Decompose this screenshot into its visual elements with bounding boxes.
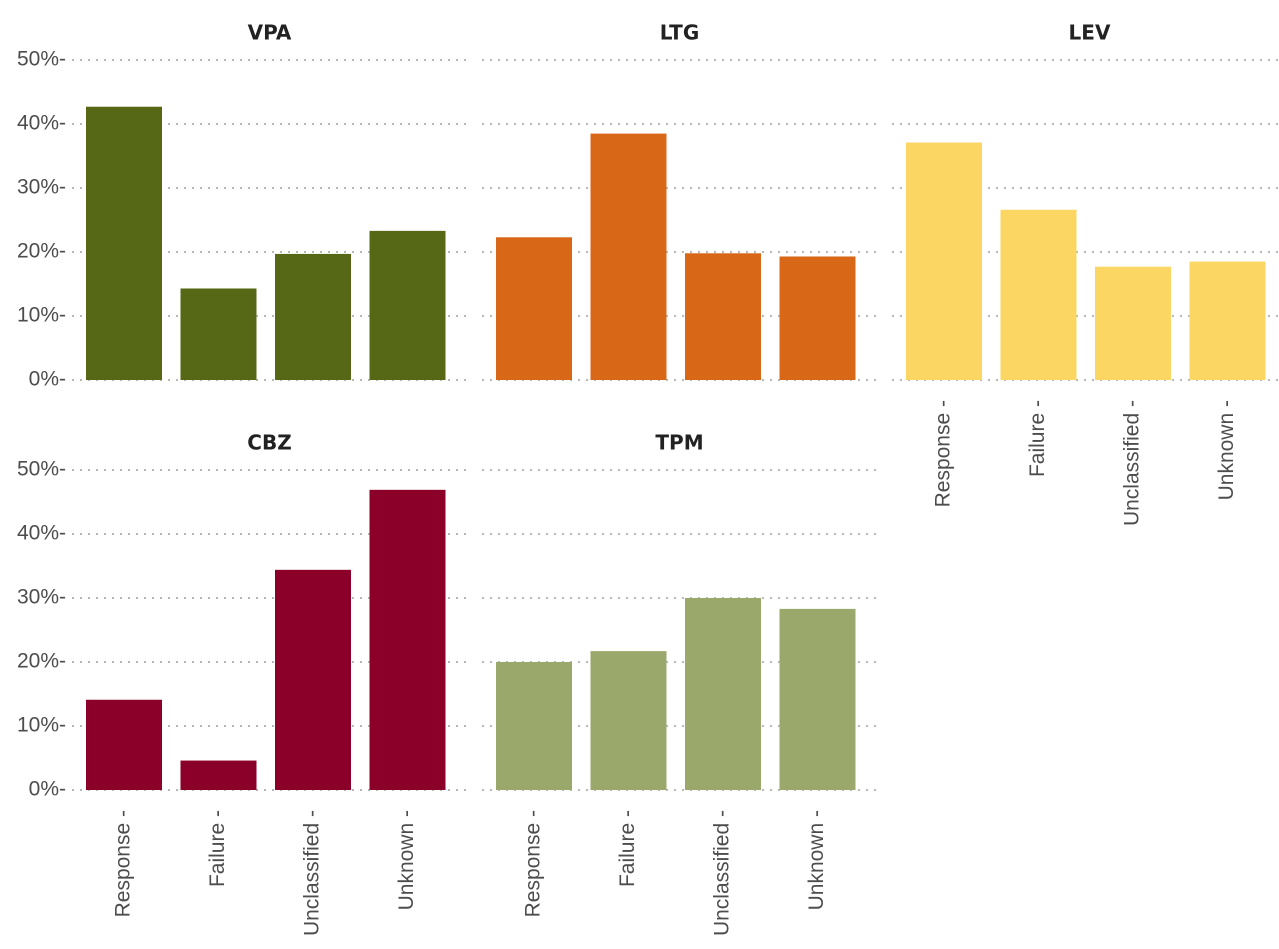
x-tick-label: Response - <box>522 810 545 917</box>
y-tick-label: 10%- <box>17 304 66 327</box>
bar-cbz-unclassified <box>275 569 351 790</box>
bar-ltg-unclassified <box>685 253 761 380</box>
x-tick-label: Unclassified - <box>711 810 734 936</box>
panel-title-tpm: TPM <box>655 431 703 455</box>
x-tick-label: Unknown - <box>395 810 418 910</box>
bar-ltg-response <box>496 237 572 380</box>
y-tick-label: 30%- <box>17 586 66 609</box>
y-tick-label: 0%- <box>29 368 66 391</box>
x-tick-label: Failure - <box>1026 400 1049 477</box>
x-tick-label: Response - <box>932 400 955 507</box>
y-tick-label: 40%- <box>17 112 66 135</box>
x-tick-label: Unclassified - <box>301 810 324 936</box>
y-tick-label: 50%- <box>17 458 66 481</box>
panel-title-lev: LEV <box>1069 21 1111 45</box>
x-tick-label: Failure - <box>616 810 639 887</box>
bar-cbz-response <box>86 699 162 790</box>
bar-cbz-failure <box>180 760 257 790</box>
bar-vpa-failure <box>180 288 257 380</box>
x-tick-label: Unknown - <box>805 810 828 910</box>
y-tick-label: 50%- <box>17 48 66 71</box>
panel-title-vpa: VPA <box>248 21 292 45</box>
bar-vpa-unclassified <box>275 253 351 380</box>
y-tick-label: 10%- <box>17 714 66 737</box>
bar-tpm-failure <box>590 651 667 790</box>
x-tick-label: Failure - <box>206 810 229 887</box>
y-tick-label: 40%- <box>17 522 66 545</box>
bar-lev-failure <box>1000 209 1077 380</box>
bar-lev-unclassified <box>1095 266 1171 380</box>
bar-vpa-unknown <box>369 230 446 380</box>
y-tick-label: 0%- <box>29 778 66 801</box>
y-tick-label: 20%- <box>17 650 66 673</box>
bar-lev-unknown <box>1189 261 1266 380</box>
x-tick-label: Unclassified - <box>1121 400 1144 526</box>
bar-ltg-unknown <box>779 256 856 380</box>
bar-tpm-unknown <box>779 608 856 790</box>
x-tick-label: Unknown - <box>1215 400 1238 500</box>
x-tick-label: Response - <box>112 810 135 917</box>
panel-title-cbz: CBZ <box>247 431 291 455</box>
bar-lev-response <box>906 142 982 380</box>
bar-vpa-response <box>86 106 162 380</box>
bar-tpm-unclassified <box>685 598 761 790</box>
bar-tpm-response <box>496 662 572 790</box>
y-tick-label: 30%- <box>17 176 66 199</box>
bar-ltg-failure <box>590 133 667 380</box>
bar-cbz-unknown <box>369 489 446 790</box>
y-tick-label: 20%- <box>17 240 66 263</box>
panel-title-ltg: LTG <box>660 21 700 45</box>
